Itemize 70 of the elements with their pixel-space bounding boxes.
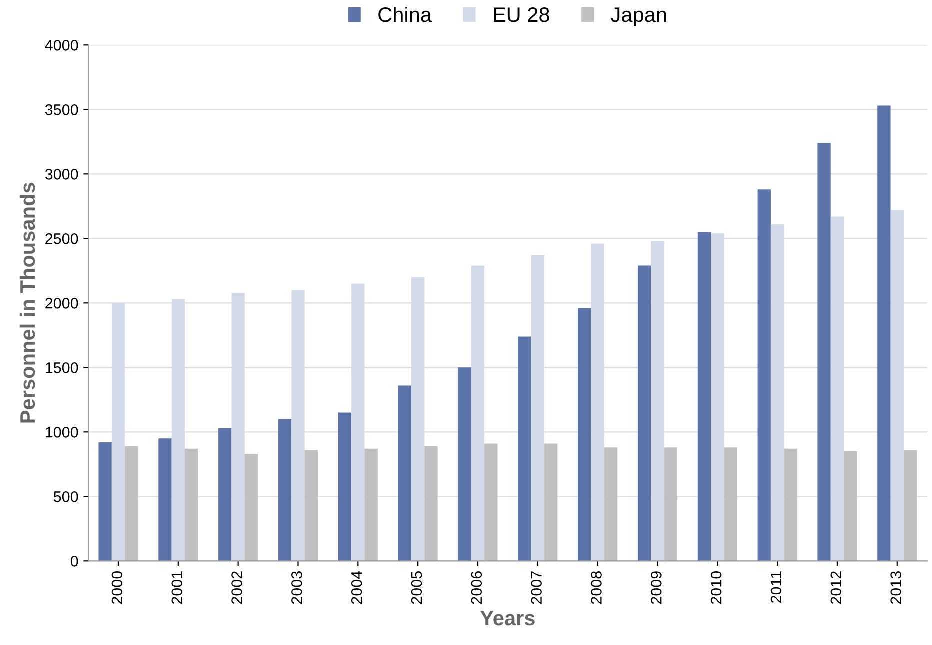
x-tick-label: 2005 xyxy=(411,572,422,604)
x-tick-label: 2010 xyxy=(710,571,722,604)
bar xyxy=(518,336,532,562)
bar xyxy=(651,241,664,562)
legend-label: Japan xyxy=(611,8,666,26)
bar xyxy=(830,216,844,562)
legend-label: China xyxy=(378,6,432,22)
bar xyxy=(698,232,712,562)
bar xyxy=(292,290,305,562)
bar xyxy=(218,428,232,562)
x-tick-label: 2002 xyxy=(232,572,242,604)
bar xyxy=(844,452,858,562)
bar xyxy=(338,412,352,562)
y-tick-label: 500 xyxy=(54,492,78,502)
bar xyxy=(818,143,831,562)
bar xyxy=(172,299,185,562)
y-tick-label: 2000 xyxy=(46,298,78,309)
y-tick-label: 1500 xyxy=(46,362,78,374)
bar xyxy=(724,448,738,562)
bar xyxy=(758,190,771,562)
bar xyxy=(591,244,604,562)
bar xyxy=(398,386,412,562)
x-tick-label: 2000 xyxy=(112,571,123,604)
bar xyxy=(904,450,918,562)
bar xyxy=(125,446,138,562)
y-tick-label: 2500 xyxy=(46,234,78,244)
bar xyxy=(98,442,112,562)
y-tick-label: 1000 xyxy=(46,427,78,438)
bar xyxy=(638,266,652,562)
bar xyxy=(411,277,425,562)
bar xyxy=(424,446,438,562)
x-tick-label: 2011 xyxy=(770,572,782,603)
x-tick-label: 2013 xyxy=(890,572,902,604)
x-tick-label: 2006 xyxy=(471,572,482,604)
bar xyxy=(112,303,126,562)
bar xyxy=(578,308,592,562)
bar xyxy=(471,266,485,562)
bar xyxy=(278,419,292,562)
y-axis-title: Personnel in Thousands xyxy=(20,183,36,423)
y-tick-label: 4000 xyxy=(45,40,78,51)
y-tick-label: 3500 xyxy=(45,104,78,116)
bar xyxy=(232,292,245,562)
bar xyxy=(304,450,318,562)
bar xyxy=(711,233,724,562)
x-tick-label: 2007 xyxy=(531,572,542,604)
bar xyxy=(784,448,798,562)
bar xyxy=(878,106,891,562)
bar xyxy=(158,438,172,562)
legend-label: EU 28 xyxy=(494,8,550,22)
bar xyxy=(604,448,618,562)
bar xyxy=(244,454,258,562)
bar xyxy=(458,368,472,562)
bar xyxy=(544,444,558,562)
bar xyxy=(185,448,198,562)
y-tick-label: 3000 xyxy=(45,169,78,180)
x-tick-label: 2008 xyxy=(591,572,602,604)
x-tick-label: 2009 xyxy=(651,572,662,604)
bar xyxy=(364,448,378,562)
bar xyxy=(890,210,904,562)
bar xyxy=(484,444,498,562)
x-tick-label: 2003 xyxy=(292,572,302,604)
x-tick-label: 2004 xyxy=(351,571,362,604)
x-axis-title: Years xyxy=(480,611,535,626)
y-tick-label: 0 xyxy=(70,556,78,567)
bar xyxy=(531,255,544,562)
bar xyxy=(770,224,784,562)
bar xyxy=(664,448,678,562)
x-tick-label: 2001 xyxy=(172,572,183,604)
bar xyxy=(352,284,365,562)
x-tick-label: 2012 xyxy=(830,572,842,604)
